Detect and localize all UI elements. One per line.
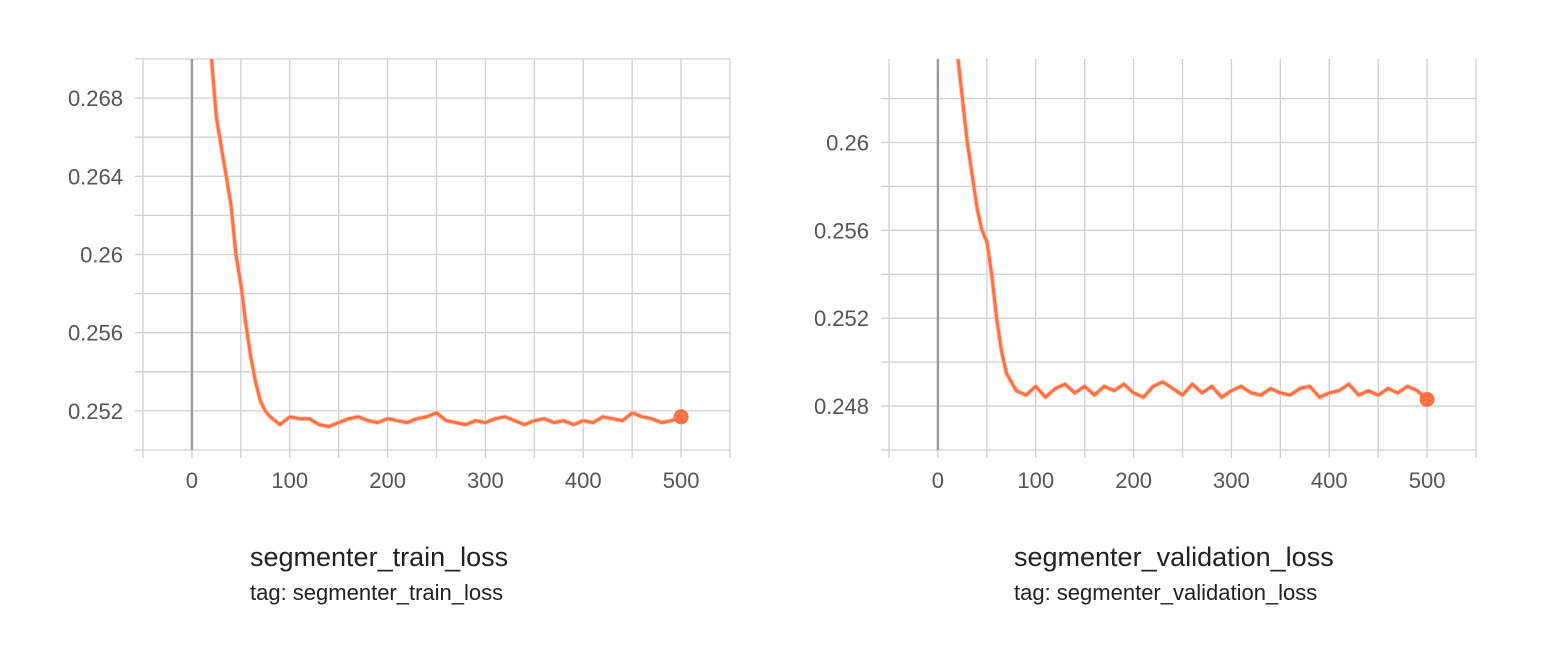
y-tick-label: 0.256 <box>68 321 123 346</box>
chart-title: segmenter_validation_loss <box>1014 542 1334 572</box>
x-tick-label: 300 <box>467 468 504 493</box>
x-tick-label: 0 <box>932 468 944 493</box>
y-tick-label: 0.26 <box>826 130 869 155</box>
series-end-point <box>1419 391 1435 407</box>
x-tick-label: 300 <box>1213 468 1250 493</box>
train-loss-card: 0.252 0.256 0.26 0.264 0.268 0 100 200 300 400 500… <box>0 0 760 662</box>
train-loss-chart: 0.252 0.256 0.26 0.264 0.268 0 100 200 300 400 500 <box>68 58 731 493</box>
validation-loss-chart: 0.248 0.252 0.256 0.26 0 100 200 300 400 500 <box>814 59 1477 493</box>
chart-tag: tag: segmenter_train_loss <box>250 580 504 605</box>
x-tick-label: 400 <box>1311 468 1348 493</box>
x-tick-label: 0 <box>186 468 198 493</box>
x-tick-label: 100 <box>271 468 308 493</box>
y-tick-label: 0.256 <box>814 218 869 243</box>
x-tick-label: 400 <box>565 468 602 493</box>
x-tick-label: 200 <box>369 468 406 493</box>
series-line <box>956 59 1429 401</box>
series-line <box>209 59 682 428</box>
x-tick-label: 200 <box>1115 468 1152 493</box>
y-tick-label: 0.268 <box>68 86 123 111</box>
validation-loss-card: 0.248 0.252 0.256 0.26 0 100 200 300 400 500 segm… <box>746 0 1506 662</box>
x-tick-label: 100 <box>1017 468 1054 493</box>
x-tick-label: 500 <box>1409 468 1446 493</box>
chart-title: segmenter_train_loss <box>250 542 509 572</box>
y-tick-label: 0.252 <box>68 399 123 424</box>
chart-tag: tag: segmenter_validation_loss <box>1014 580 1318 605</box>
series-end-point <box>673 409 689 425</box>
y-tick-label: 0.264 <box>68 164 123 189</box>
x-tick-label: 500 <box>663 468 700 493</box>
y-tick-label: 0.26 <box>80 243 123 268</box>
y-tick-label: 0.248 <box>814 394 869 419</box>
y-tick-label: 0.252 <box>814 306 869 331</box>
